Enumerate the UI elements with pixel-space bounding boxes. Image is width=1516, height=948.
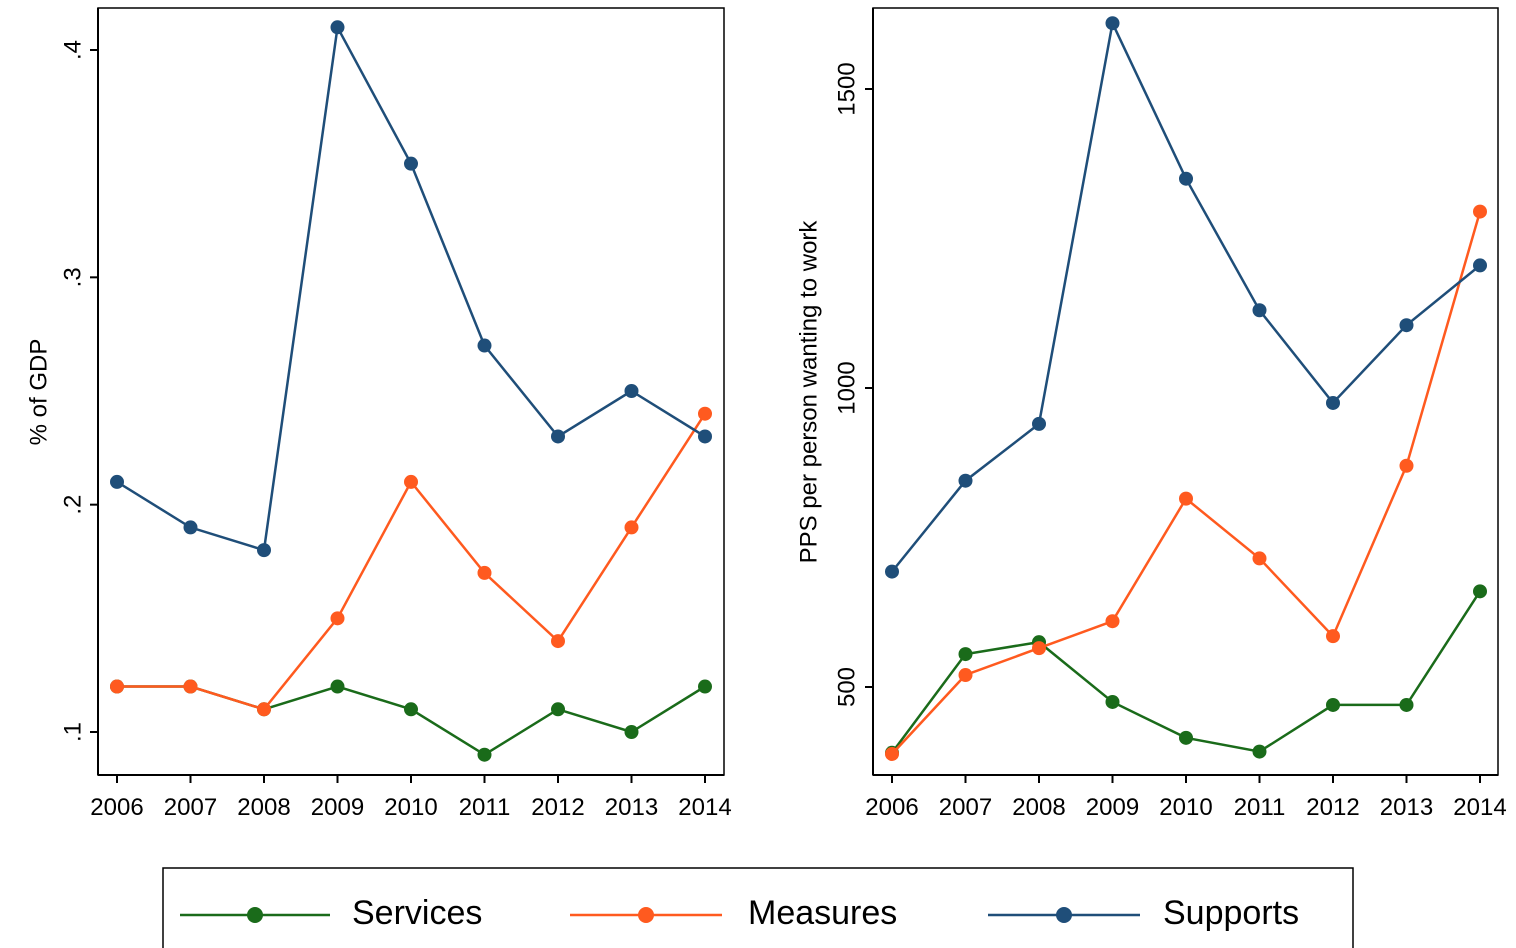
data-point-supports <box>698 429 712 444</box>
data-point-measures <box>1032 641 1046 656</box>
data-point-services <box>404 702 418 717</box>
x-tick-label: 2011 <box>459 794 511 821</box>
y-tick-label: 1000 <box>833 361 860 414</box>
x-tick-label: 2012 <box>1306 794 1359 821</box>
data-point-measures <box>1326 629 1340 644</box>
series-line-services <box>117 685 706 757</box>
data-point-services <box>624 725 639 739</box>
data-point-measures <box>698 406 712 421</box>
data-point-services <box>1179 730 1193 745</box>
x-tick-label: 2013 <box>605 794 658 821</box>
data-point-supports <box>404 156 418 171</box>
y-tick-label: .3 <box>59 267 86 287</box>
data-point-measures <box>551 634 565 649</box>
data-point-supports <box>958 473 973 488</box>
y-tick-label: .2 <box>59 495 86 515</box>
data-point-supports <box>885 564 899 579</box>
data-point-services <box>1105 694 1120 709</box>
data-point-measures <box>477 565 492 580</box>
x-tick-label: 2012 <box>531 794 584 821</box>
y-tick-label: .1 <box>59 722 86 742</box>
x-tick-label: 2010 <box>384 794 437 821</box>
y-tick-label: 500 <box>833 667 860 707</box>
data-point-supports <box>477 338 492 353</box>
x-tick-label: 2008 <box>237 794 290 821</box>
data-point-measures <box>1473 204 1487 219</box>
x-tick-label: 2006 <box>865 794 918 821</box>
data-point-supports <box>1326 395 1340 410</box>
chart-panel-left: .1 .2 .3 .4 % of GDP 2006 2007 2008 2009 2010 2011… <box>25 7 732 821</box>
legend-label-supports: Supports <box>1163 894 1299 932</box>
series-line-measures <box>891 211 1482 755</box>
data-point-supports <box>1179 171 1193 186</box>
data-point-measures <box>183 679 198 694</box>
series-line-supports <box>891 19 1481 573</box>
data-point-measures <box>257 702 271 717</box>
y-axis-title: PPS per person wanting to work <box>795 220 822 564</box>
x-tick-label: 2009 <box>1086 794 1139 821</box>
data-point-supports <box>110 474 124 489</box>
y-tick-label: 1500 <box>833 62 860 115</box>
data-point-supports <box>1105 16 1120 31</box>
data-point-measures <box>958 668 973 683</box>
legend-marker-supports <box>1056 907 1072 923</box>
x-tick-label: 2013 <box>1380 794 1433 821</box>
series-line-measures <box>117 413 707 711</box>
data-point-supports <box>1252 303 1267 318</box>
chart-panel-right: 500 1000 1500 PPS per person wanting to wor… <box>795 7 1507 821</box>
data-point-services <box>1252 744 1267 759</box>
x-tick-label: 2010 <box>1159 794 1212 821</box>
y-tick-label: .4 <box>59 40 86 60</box>
data-point-supports <box>1399 318 1414 333</box>
data-point-services <box>551 702 565 717</box>
data-point-supports <box>624 384 639 398</box>
x-tick-label: 2014 <box>1453 794 1506 821</box>
data-point-supports <box>1032 416 1046 431</box>
x-tick-label: 2007 <box>164 794 217 821</box>
data-point-services <box>958 647 973 662</box>
x-tick-label: 2007 <box>939 794 992 821</box>
series-line-services <box>890 590 1482 754</box>
legend-box <box>162 867 1354 948</box>
series-line-supports <box>116 23 706 552</box>
x-tick-label: 2014 <box>678 794 731 821</box>
y-axis-title: % of GDP <box>25 339 52 446</box>
data-point-services <box>1399 697 1414 712</box>
data-point-measures <box>885 746 899 761</box>
data-point-services <box>698 679 712 694</box>
data-point-measures <box>110 679 124 694</box>
legend-marker-services <box>247 907 263 923</box>
data-point-supports <box>551 429 565 444</box>
x-tick-label: 2006 <box>90 794 143 821</box>
legend-marker-measures <box>638 907 654 923</box>
data-point-measures <box>1105 614 1120 629</box>
data-point-supports <box>257 543 271 558</box>
x-tick-label: 2011 <box>1234 794 1286 821</box>
x-tick-label: 2009 <box>311 794 364 821</box>
legend-label-measures: Measures <box>748 894 897 932</box>
data-point-supports <box>330 20 345 35</box>
data-point-measures <box>1252 551 1267 566</box>
data-point-supports <box>183 520 198 535</box>
legend-label-services: Services <box>352 894 482 932</box>
data-point-measures <box>404 474 418 489</box>
data-point-measures <box>1399 458 1414 473</box>
data-point-measures <box>624 520 639 535</box>
data-point-services <box>1473 584 1487 599</box>
legend: Services Measures Supports <box>162 867 1354 948</box>
data-point-services <box>330 679 345 694</box>
data-point-supports <box>1473 258 1487 273</box>
data-point-services <box>477 747 492 762</box>
x-tick-label: 2008 <box>1012 794 1065 821</box>
data-point-measures <box>1179 491 1193 506</box>
data-point-measures <box>330 611 345 626</box>
data-point-services <box>1326 697 1340 712</box>
